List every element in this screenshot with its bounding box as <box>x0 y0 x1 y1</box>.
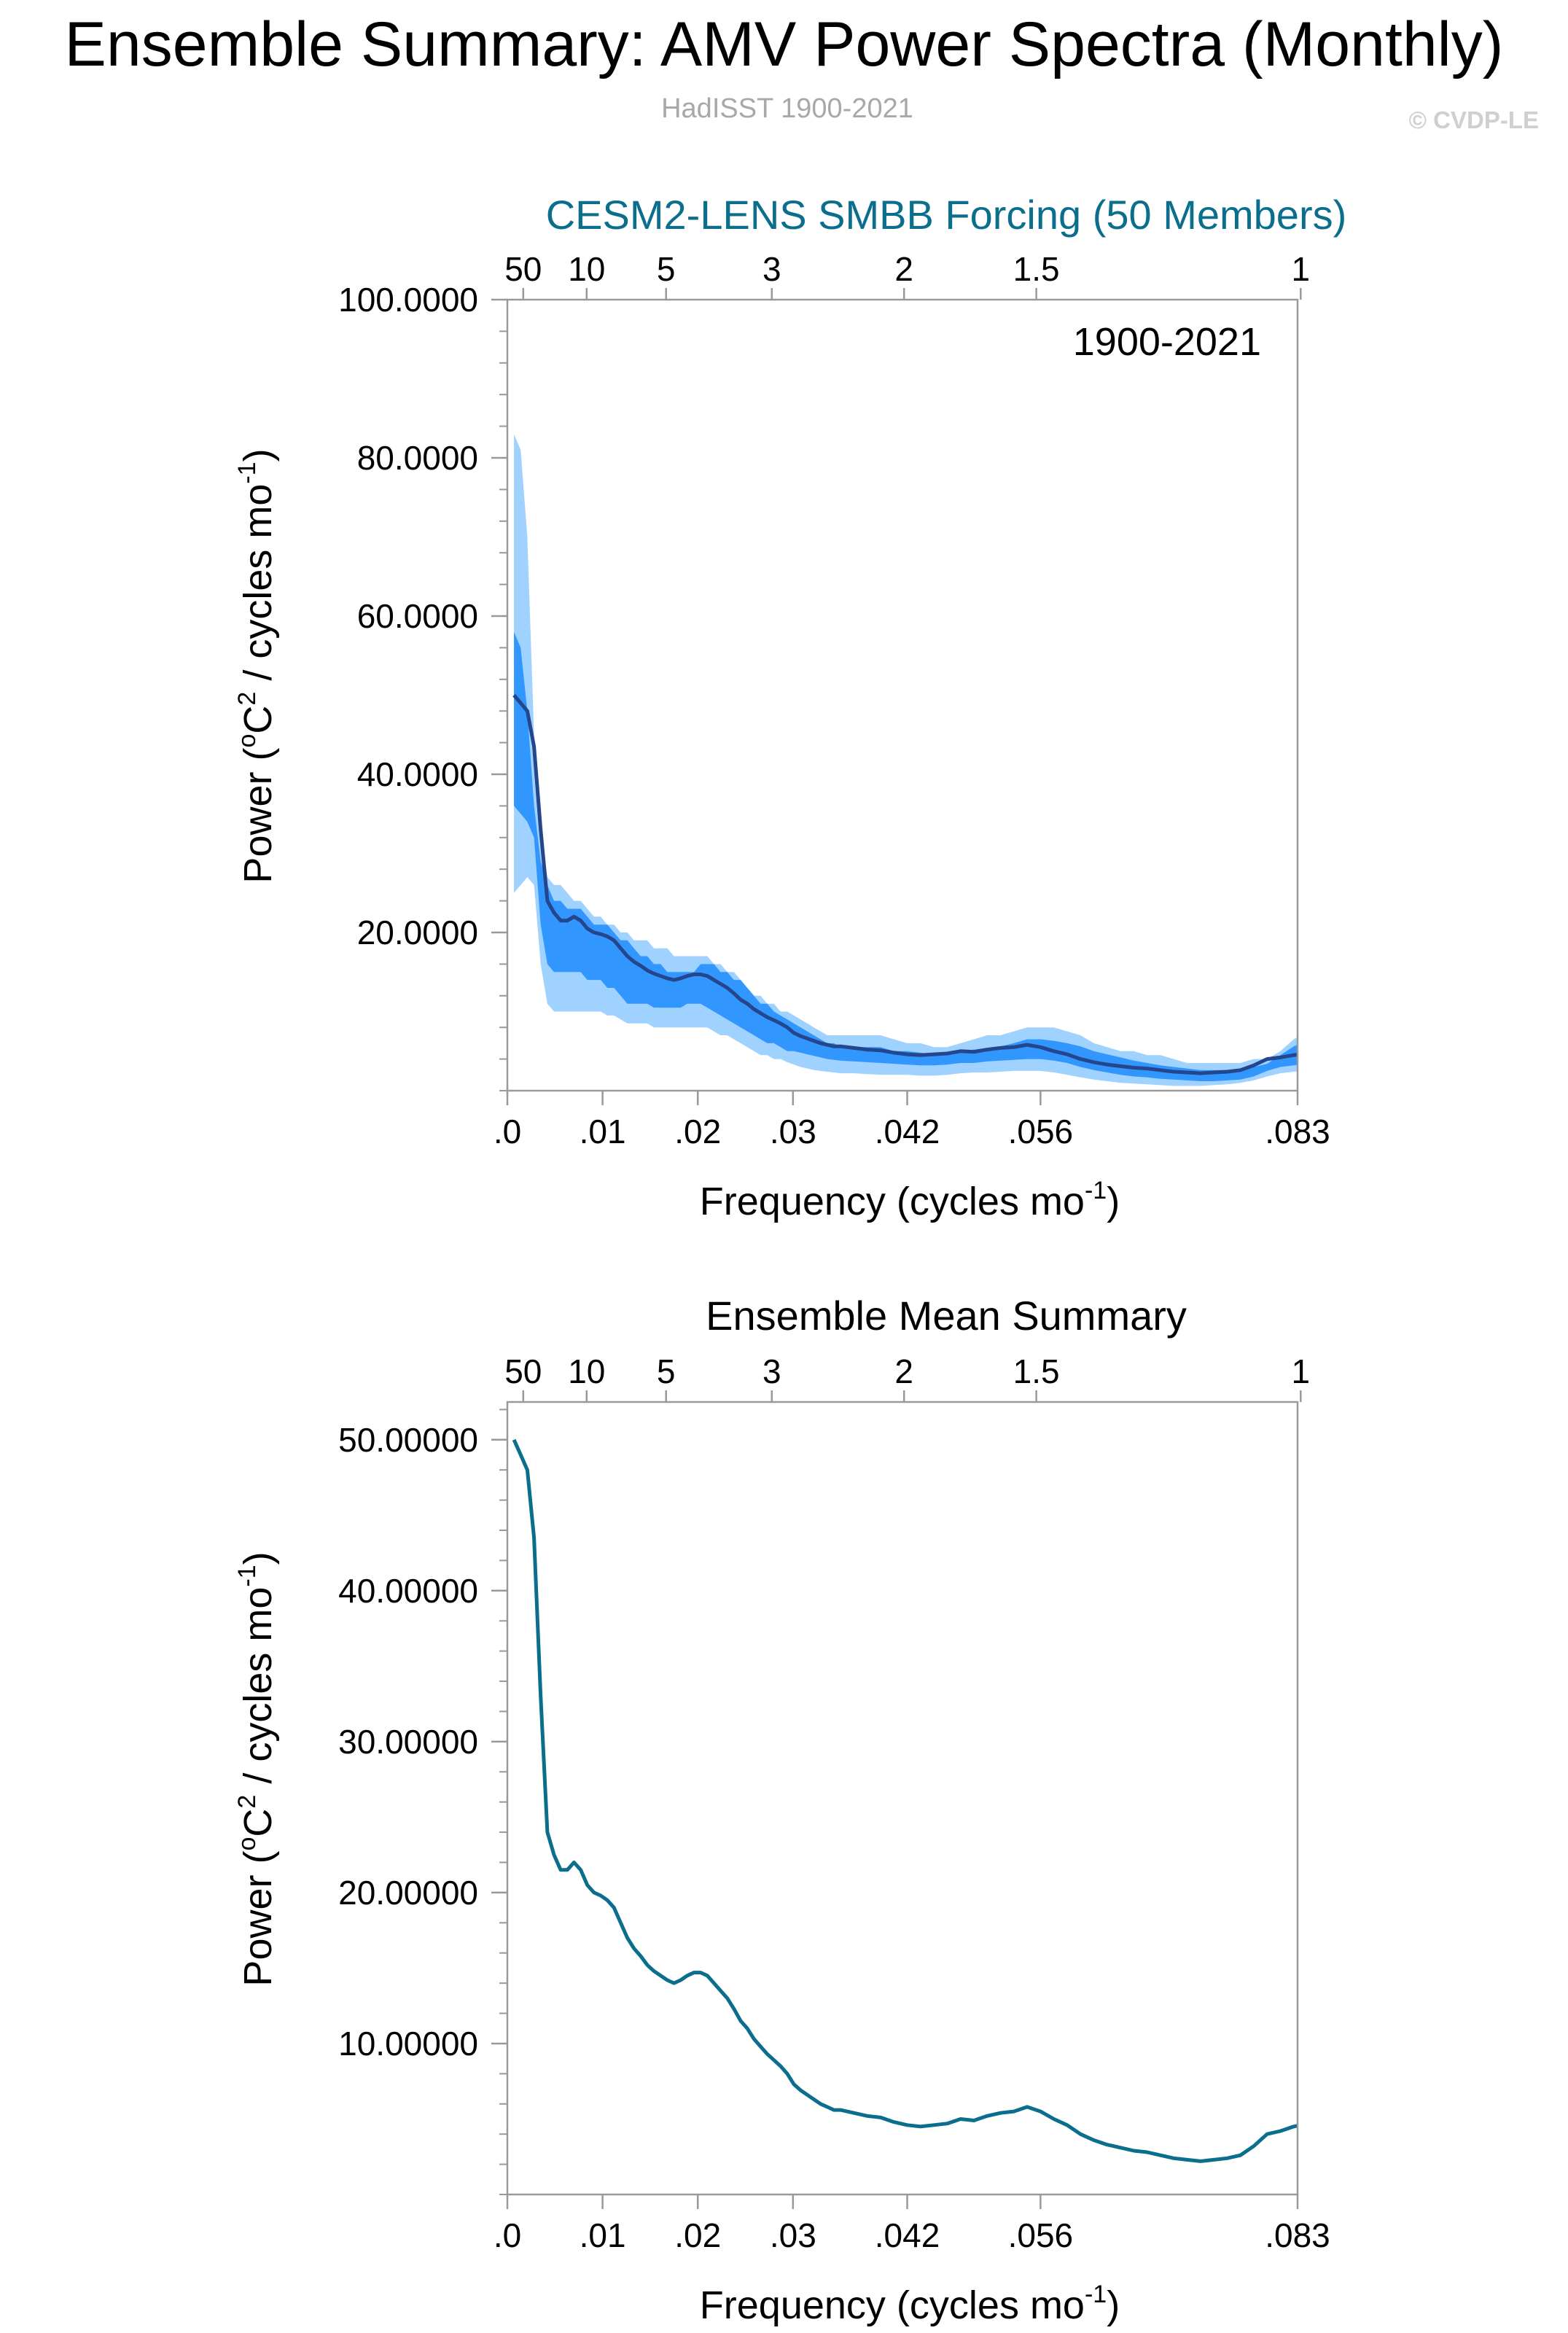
top-period-label: 1 <box>1292 1352 1311 1390</box>
top-period-label: 1.5 <box>1013 250 1060 288</box>
top-period-label: 1 <box>1292 250 1311 288</box>
top-period-label: 3 <box>762 250 781 288</box>
chart-panel-1: CESM2-LENS SMBB Forcing (50 Members) 20.0… <box>233 192 1346 1223</box>
x-axis-label: Frequency (cycles mo-1) <box>700 2281 1120 2327</box>
x-tick-label: .02 <box>674 2216 721 2254</box>
x-tick-label: .0 <box>494 2216 521 2254</box>
interquartile-band <box>514 631 1298 1081</box>
top-period-label: 10 <box>568 1352 605 1390</box>
top-period-label: 2 <box>894 250 913 288</box>
x-tick-label: .01 <box>580 2216 626 2254</box>
y-tick-label: 40.00000 <box>338 1572 478 1610</box>
plot-area <box>512 434 1298 1086</box>
y-tick-label: 40.0000 <box>357 755 478 793</box>
x-tick-label: .083 <box>1265 2216 1330 2254</box>
ensemble-mean-line <box>512 1438 1298 2163</box>
x-tick-label: .02 <box>674 1113 721 1150</box>
x-tick-label: .042 <box>875 2216 940 2254</box>
y-tick-label: 10.00000 <box>338 2025 478 2063</box>
x-axis-label: Frequency (cycles mo-1) <box>700 1177 1120 1223</box>
period-annotation: 1900-2021 <box>1073 320 1261 364</box>
chart-panel-2: Ensemble Mean Summary 10.00000 20.00000 30.… <box>233 1293 1330 2327</box>
x-tick-label: .03 <box>770 2216 816 2254</box>
x-tick-label: .0 <box>494 1113 521 1150</box>
x-tick-label: .056 <box>1008 2216 1074 2254</box>
copyright-notice: © CVDP-LE <box>1408 106 1539 133</box>
top-period-label: 10 <box>568 250 605 288</box>
y-tick-label: 20.00000 <box>338 1874 478 1912</box>
y-tick-label: 100.0000 <box>338 281 478 319</box>
page-subtitle: HadISST 1900-2021 <box>661 93 913 124</box>
x-tick-label: .083 <box>1265 1113 1330 1150</box>
plot-area <box>512 1438 1298 2163</box>
plot-frame <box>506 298 1299 1092</box>
y-tick-label: 30.00000 <box>338 1723 478 1761</box>
top-period-label: 50 <box>504 1352 542 1390</box>
x-tick-label: .03 <box>770 1113 816 1150</box>
y-tick-label: 80.0000 <box>357 439 478 477</box>
top-period-label: 5 <box>657 1352 676 1390</box>
top-period-label: 3 <box>762 1352 781 1390</box>
chart-title: CESM2-LENS SMBB Forcing (50 Members) <box>546 192 1347 238</box>
page-title: Ensemble Summary: AMV Power Spectra (Mon… <box>64 9 1504 79</box>
y-tick-label: 50.00000 <box>338 1421 478 1459</box>
chart-title: Ensemble Mean Summary <box>706 1293 1187 1339</box>
x-tick-label: .042 <box>875 1113 940 1150</box>
y-tick-label: 20.0000 <box>357 914 478 951</box>
top-period-label: 50 <box>504 250 542 288</box>
plot-frame <box>506 1401 1299 2196</box>
ensemble-mean-line <box>512 693 1298 1075</box>
y-axis-label: Power (oC2 / cycles mo-1) <box>233 448 280 883</box>
top-period-label: 5 <box>657 250 676 288</box>
y-tick-label: 60.0000 <box>357 597 478 635</box>
x-tick-label: .056 <box>1008 1113 1074 1150</box>
x-tick-label: .01 <box>580 1113 626 1150</box>
top-period-label: 2 <box>894 1352 913 1390</box>
y-axis-label: Power (oC2 / cycles mo-1) <box>233 1551 280 1986</box>
top-period-label: 1.5 <box>1013 1352 1060 1390</box>
